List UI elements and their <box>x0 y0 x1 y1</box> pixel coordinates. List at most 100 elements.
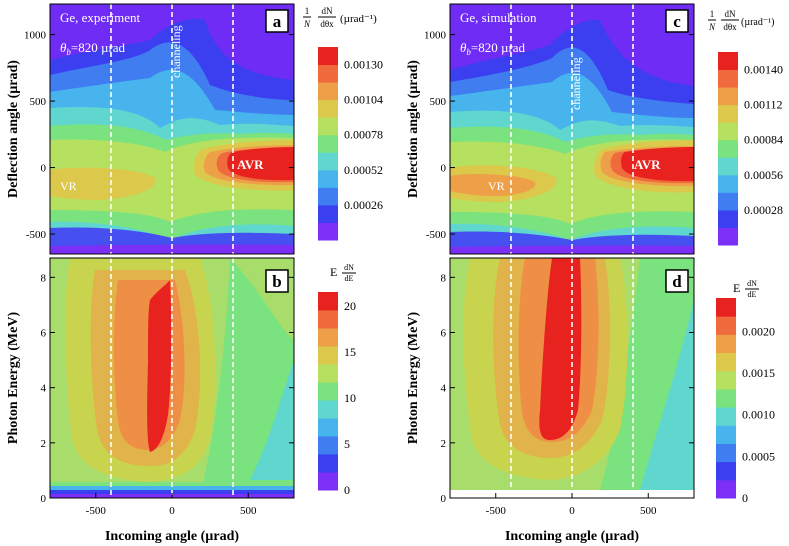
y-tick-label: 1000 <box>424 30 447 42</box>
colorbar-swatch <box>718 104 738 123</box>
colorbar-tick-label: 15 <box>344 345 356 359</box>
x-tick-label: -500 <box>486 505 507 517</box>
colorbar-swatch <box>716 443 736 463</box>
colorbar-tick-label: 0.00112 <box>744 98 783 112</box>
colorbar-swatch <box>718 174 738 193</box>
y-tick-label: 8 <box>41 272 47 284</box>
panel-letter: d <box>665 269 689 293</box>
colorbar-swatch <box>318 346 338 365</box>
x-tick-label: 0 <box>169 505 175 517</box>
colorbar-d: E dN dE 0.0020 0.0015 0.0010 0.0005 0 <box>716 279 775 505</box>
colorbar-title: E dN dE <box>733 279 759 299</box>
panel-title: Ge, experiment <box>60 10 141 25</box>
colorbar-swatches <box>718 52 738 246</box>
y-axis-ticks: -500 0 500 1000 <box>424 30 694 241</box>
panel-letter: b <box>265 269 289 293</box>
colorbar-swatch <box>318 454 338 473</box>
x-axis-label: Incoming angle (µrad) <box>105 529 239 544</box>
y-axis-ticks: -500 0 500 1000 <box>24 30 294 241</box>
svg-text:dE: dE <box>748 290 757 299</box>
bending-angle-label: θb=820 µrad <box>60 40 126 57</box>
vertical-guide-lines <box>510 4 634 254</box>
y-tick-label: -500 <box>26 229 47 241</box>
panel-title: Ge, simulation <box>460 10 537 25</box>
colorbar-swatch <box>716 425 736 444</box>
colorbar-tick-label: 0.00130 <box>344 58 383 72</box>
svg-text:c: c <box>673 12 681 31</box>
colorbar-tick-label: 0.00140 <box>744 63 783 77</box>
y-tick-label: 6 <box>41 327 47 339</box>
colorbar-swatch <box>318 134 338 153</box>
colorbar-tick-label: 0.00026 <box>344 198 383 212</box>
colorbar-swatch <box>716 316 736 335</box>
y-axis-label: Photon Energy (MeV) <box>406 312 421 445</box>
y-tick-label: 2 <box>441 438 447 450</box>
y-tick-label: 500 <box>430 96 447 108</box>
colorbar-swatch <box>318 472 338 491</box>
vertical-guide-lines <box>110 258 234 498</box>
plot-frame <box>49 3 295 255</box>
bending-angle-label: θb=820 µrad <box>460 40 526 57</box>
y-tick-label: 0 <box>441 493 447 505</box>
svg-text:(µrad⁻¹): (µrad⁻¹) <box>340 13 377 25</box>
colorbar-ticks: 20 15 10 5 0 <box>344 299 356 497</box>
svg-text:N: N <box>708 22 716 32</box>
svg-text:b: b <box>272 272 281 291</box>
colorbar-swatch <box>716 479 736 499</box>
x-tick-label: 500 <box>640 505 657 517</box>
colorbar-swatch <box>318 222 338 241</box>
y-axis-label: Photon Energy (MeV) <box>6 312 21 445</box>
colorbar-title: 1 N dN dθx (µrad⁻¹) <box>303 6 377 29</box>
colorbar-swatch <box>718 227 738 246</box>
colorbar-ticks: 0.00130 0.00104 0.00078 0.00052 0.00026 <box>344 58 383 212</box>
colorbar-tick-label: 0 <box>344 483 350 497</box>
svg-text:dE: dE <box>345 274 354 283</box>
colorbar-title: 1 N dN dθx (µrad⁻¹) <box>708 9 774 32</box>
colorbar-swatch <box>716 407 736 426</box>
colorbar-swatch <box>718 122 738 141</box>
colorbar-tick-label: 0.00078 <box>344 128 383 142</box>
y-tick-label: 6 <box>441 327 447 339</box>
svg-text:dN: dN <box>747 279 757 288</box>
y-tick-label: 4 <box>441 383 447 395</box>
vertical-guide-lines <box>110 4 234 254</box>
y-tick-label: 2 <box>41 438 47 450</box>
x-axis-ticks: -500 0 500 <box>86 493 257 517</box>
colorbar-tick-label: 10 <box>344 391 356 405</box>
colorbar-swatch <box>318 187 338 206</box>
x-axis-label: Incoming angle (µrad) <box>505 529 639 544</box>
annotation-vr: VR <box>60 179 77 193</box>
colorbar-swatch <box>718 52 738 71</box>
colorbar-swatch <box>318 99 338 118</box>
colorbar-swatch <box>318 310 338 329</box>
svg-text:dθx: dθx <box>320 19 334 29</box>
colorbar-swatch <box>718 87 738 106</box>
svg-text:N: N <box>303 19 311 29</box>
colorbar-tick-label: 0.00056 <box>744 168 783 182</box>
colorbar-c: 1 N dN dθx (µrad⁻¹) 0.00140 0.00112 0.0008… <box>708 9 783 246</box>
heatmap-layer <box>147 280 172 452</box>
x-axis-ticks: -500 0 500 <box>486 493 657 517</box>
annotation-avr: AVR <box>634 157 661 172</box>
channeling-label: channeling <box>569 57 583 110</box>
panel-letter: c <box>665 9 689 33</box>
panel-a: Ge, experiment θb=820 µrad channeling VR… <box>6 3 295 255</box>
y-tick-label: 8 <box>441 272 447 284</box>
x-tick-label: 500 <box>240 505 257 517</box>
heatmap-layer <box>227 147 294 181</box>
heatmap-layer <box>640 300 694 490</box>
colorbar-swatch <box>318 64 338 83</box>
heatmap-layer <box>250 360 294 480</box>
colorbar-swatches <box>716 298 736 499</box>
svg-text:1: 1 <box>305 6 310 16</box>
colorbar-swatch <box>716 334 736 354</box>
svg-text:dN: dN <box>344 263 354 272</box>
svg-text:(µrad⁻¹): (µrad⁻¹) <box>741 17 774 28</box>
y-tick-label: 1000 <box>24 30 47 42</box>
colorbar-tick-label: 0.00084 <box>744 133 783 147</box>
y-axis-ticks: 0 2 4 6 8 <box>41 272 294 505</box>
colorbar-swatch <box>718 209 738 228</box>
colorbar-swatch <box>318 364 338 383</box>
plot-frame <box>449 3 695 255</box>
colorbar-tick-label: 0.00052 <box>344 163 383 177</box>
